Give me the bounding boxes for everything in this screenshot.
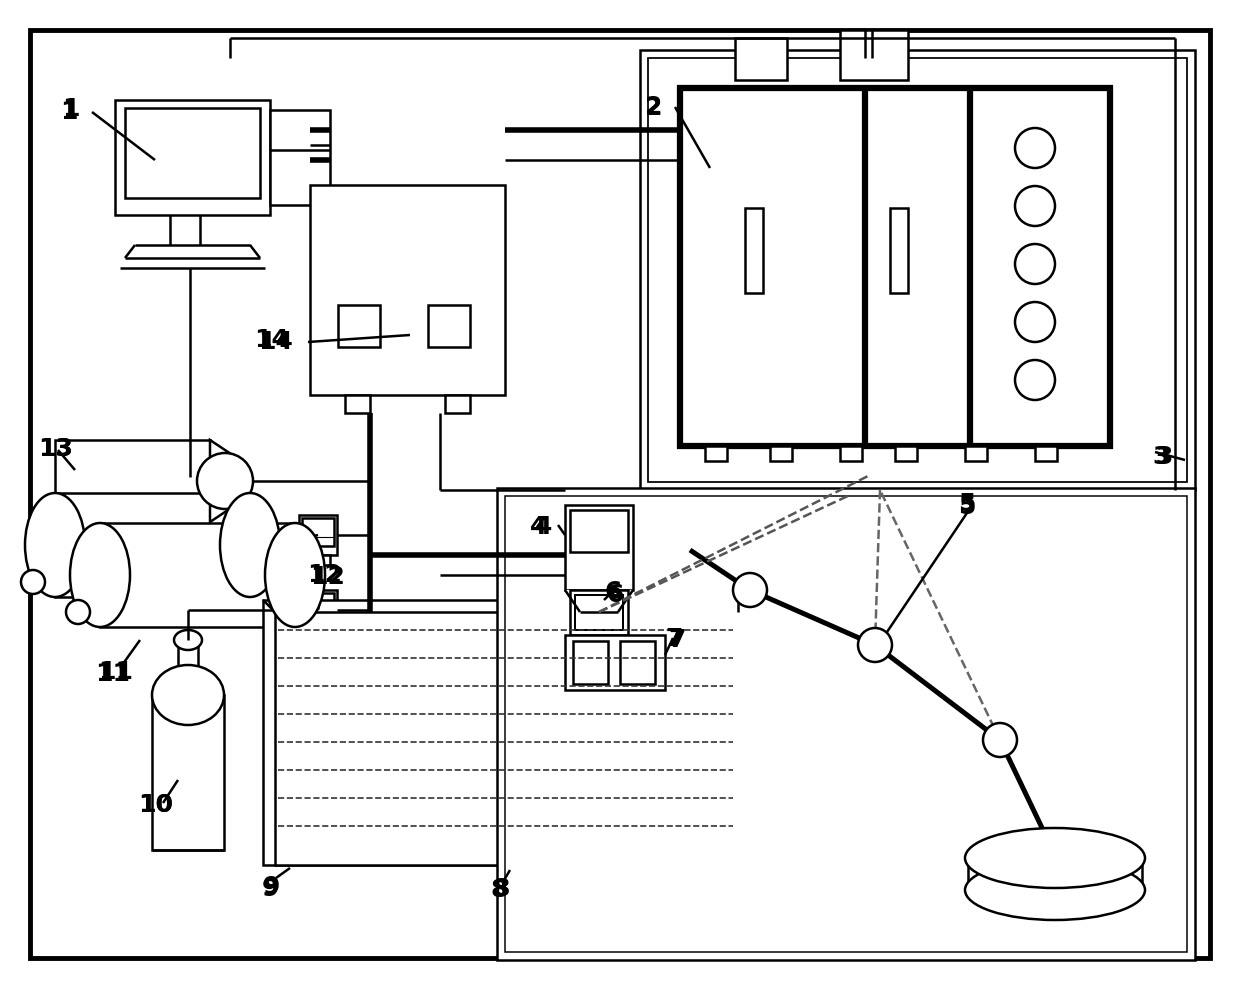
Bar <box>965 446 987 461</box>
Bar <box>706 446 727 461</box>
Ellipse shape <box>265 523 325 627</box>
Ellipse shape <box>965 828 1145 888</box>
Bar <box>570 590 627 635</box>
Bar <box>345 395 370 413</box>
Text: 6: 6 <box>605 580 622 604</box>
Bar <box>505 496 1187 952</box>
Text: 8: 8 <box>490 878 507 902</box>
Text: 8: 8 <box>492 877 510 901</box>
Bar <box>565 635 665 690</box>
Ellipse shape <box>219 493 280 597</box>
Bar <box>270 110 330 205</box>
Bar <box>839 446 862 461</box>
Text: 3: 3 <box>1152 445 1169 469</box>
Bar <box>115 100 270 215</box>
Circle shape <box>1016 128 1055 168</box>
Text: 4: 4 <box>534 515 552 539</box>
Bar <box>303 518 334 546</box>
Text: 5: 5 <box>959 495 976 519</box>
Polygon shape <box>210 440 241 522</box>
Bar <box>620 641 655 684</box>
Bar <box>100 523 295 627</box>
Ellipse shape <box>153 665 224 725</box>
Text: 11: 11 <box>98 660 133 684</box>
Bar <box>445 395 470 413</box>
Bar <box>890 208 908 293</box>
Text: 7: 7 <box>665 627 682 651</box>
Ellipse shape <box>174 630 202 650</box>
Text: 1: 1 <box>60 100 77 124</box>
Bar <box>299 590 337 630</box>
Text: 1: 1 <box>62 97 79 121</box>
Circle shape <box>197 453 253 509</box>
Bar <box>735 38 787 80</box>
Bar <box>640 50 1195 490</box>
Text: 4: 4 <box>529 515 547 539</box>
Bar <box>575 595 622 630</box>
Bar <box>55 493 250 597</box>
Bar <box>497 488 1195 960</box>
Bar <box>263 600 738 865</box>
Bar <box>303 593 334 621</box>
Bar <box>649 58 1187 482</box>
Bar <box>125 108 260 198</box>
Text: 13: 13 <box>38 437 73 461</box>
Circle shape <box>733 573 768 607</box>
Bar <box>1035 446 1056 461</box>
Text: 9: 9 <box>263 875 280 899</box>
Bar <box>153 695 224 850</box>
Bar <box>275 612 738 865</box>
Bar <box>745 208 763 293</box>
Circle shape <box>983 723 1017 757</box>
Bar <box>565 505 632 590</box>
Text: 12: 12 <box>310 565 345 589</box>
Text: 3: 3 <box>1154 445 1172 469</box>
Bar <box>179 640 198 670</box>
Ellipse shape <box>25 493 86 597</box>
Text: 7: 7 <box>668 628 686 652</box>
Bar <box>428 305 470 347</box>
Circle shape <box>1016 244 1055 284</box>
Bar <box>570 510 627 552</box>
Text: 12: 12 <box>308 563 342 587</box>
Bar <box>306 555 330 565</box>
Text: 2: 2 <box>645 96 662 120</box>
Circle shape <box>66 600 91 624</box>
Bar <box>306 630 330 640</box>
Text: 11: 11 <box>95 662 130 686</box>
Bar <box>770 446 792 461</box>
Circle shape <box>21 570 45 594</box>
Bar <box>680 88 1110 446</box>
Text: 14: 14 <box>258 330 293 354</box>
Bar <box>895 446 918 461</box>
Text: 13: 13 <box>38 437 73 461</box>
Bar <box>573 641 608 684</box>
Circle shape <box>1016 186 1055 226</box>
Bar <box>55 440 210 522</box>
Text: 2: 2 <box>645 95 662 119</box>
Bar <box>310 185 505 395</box>
Bar <box>339 305 379 347</box>
Circle shape <box>1016 302 1055 342</box>
Bar <box>299 515 337 555</box>
Polygon shape <box>565 590 632 612</box>
Circle shape <box>1016 360 1055 400</box>
Text: 10: 10 <box>138 793 174 817</box>
Text: 5: 5 <box>959 492 976 516</box>
Text: 10: 10 <box>138 793 174 817</box>
Text: 14: 14 <box>254 328 289 352</box>
Text: 6: 6 <box>606 583 624 607</box>
Bar <box>968 858 1142 890</box>
Circle shape <box>858 628 892 662</box>
Bar <box>839 30 908 80</box>
Ellipse shape <box>965 860 1145 920</box>
Ellipse shape <box>69 523 130 627</box>
Text: 9: 9 <box>262 877 279 901</box>
